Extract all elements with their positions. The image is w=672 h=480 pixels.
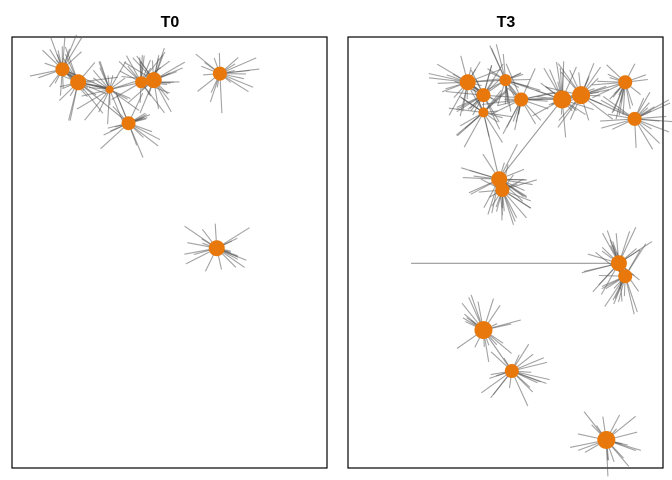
spoke-edge — [463, 112, 484, 148]
hub-edge — [498, 99, 563, 180]
hub-node — [618, 75, 633, 90]
hub-node — [459, 74, 476, 91]
hub-node — [474, 321, 493, 340]
hub-node — [55, 62, 70, 77]
hub-node — [145, 72, 162, 89]
spoke-edge — [84, 89, 111, 121]
hub-node — [135, 76, 148, 89]
hub-node — [105, 85, 114, 94]
spoke-edge — [92, 69, 111, 90]
plot-area-t0 — [29, 34, 260, 272]
hub-node — [610, 255, 627, 272]
hub-edge — [505, 79, 563, 101]
hub-edge — [77, 81, 129, 124]
hub-node — [212, 66, 227, 81]
hub-node — [70, 74, 87, 91]
spoke-edge — [489, 45, 507, 81]
spoke-edge — [483, 91, 507, 113]
hub-node — [618, 269, 633, 284]
plot-area-t3 — [411, 44, 672, 477]
spoke-edge — [455, 112, 484, 136]
hub-node — [514, 92, 529, 107]
panel-frame-t0 — [11, 36, 328, 469]
hub-node — [504, 364, 519, 379]
spoke-edge — [98, 89, 111, 113]
hub-node — [476, 88, 491, 103]
spoke-edge — [81, 89, 110, 97]
spoke-edge — [109, 89, 125, 126]
hub-node — [495, 183, 510, 198]
hub-edge — [580, 94, 635, 120]
hub-node — [572, 86, 591, 105]
hub-node — [597, 430, 616, 449]
panel-title-t0: T0 — [161, 14, 180, 31]
spoke-edge — [448, 107, 484, 113]
hub-node — [121, 116, 136, 131]
hub-edge — [482, 112, 500, 180]
spoke-edge — [76, 89, 110, 110]
hub-node — [553, 90, 572, 109]
spoke-edge — [495, 44, 507, 81]
hub-node — [478, 107, 489, 118]
panel-t0: T0 — [11, 14, 328, 469]
hub-edge — [62, 68, 110, 91]
panel-t3: T3 — [347, 14, 672, 477]
hub-node — [208, 240, 225, 257]
hub-node — [499, 74, 512, 87]
spoke-edge — [109, 89, 140, 112]
panel-frame-t3 — [347, 36, 664, 469]
spoke-edge — [482, 112, 503, 143]
hub-node — [627, 111, 642, 126]
spoke-edge — [109, 61, 127, 90]
panel-title-t3: T3 — [497, 14, 516, 31]
